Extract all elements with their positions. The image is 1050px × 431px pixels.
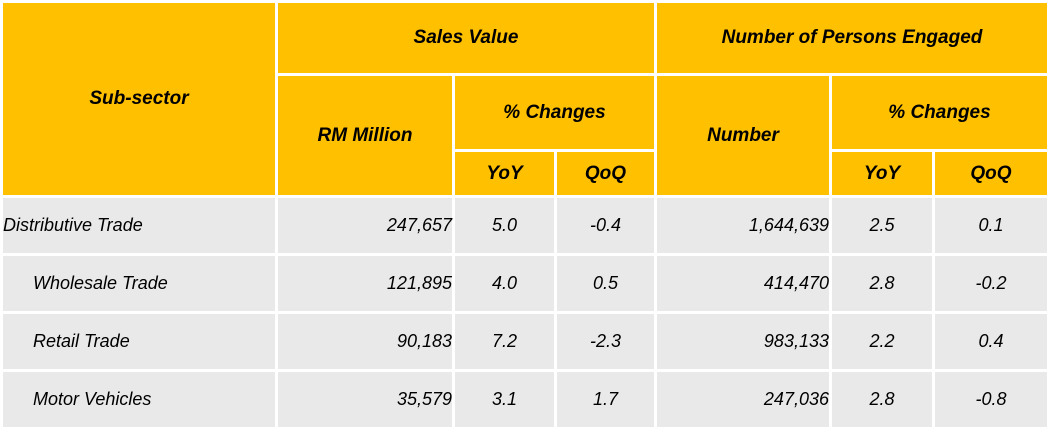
cell-persons-yoy: 2.8	[832, 372, 932, 427]
cell-persons-number: 1,644,639	[657, 198, 829, 253]
cell-sales-rm-million: 35,579	[278, 372, 452, 427]
cell-persons-yoy: 2.8	[832, 256, 932, 311]
row-label: Retail Trade	[3, 314, 275, 369]
col-header-sales-yoy: YoY	[455, 152, 554, 195]
col-header-persons-pct-changes: % Changes	[832, 76, 1047, 149]
cell-sales-rm-million: 90,183	[278, 314, 452, 369]
cell-sales-yoy: 5.0	[455, 198, 554, 253]
col-header-persons-qoq: QoQ	[935, 152, 1047, 195]
cell-persons-number: 414,470	[657, 256, 829, 311]
col-header-persons-yoy: YoY	[832, 152, 932, 195]
cell-persons-yoy: 2.2	[832, 314, 932, 369]
cell-persons-number: 247,036	[657, 372, 829, 427]
cell-sales-rm-million: 121,895	[278, 256, 452, 311]
cell-sales-yoy: 4.0	[455, 256, 554, 311]
cell-persons-qoq: -0.8	[935, 372, 1047, 427]
cell-sales-qoq: -0.4	[557, 198, 654, 253]
cell-sales-qoq: 1.7	[557, 372, 654, 427]
cell-persons-number: 983,133	[657, 314, 829, 369]
row-label: Wholesale Trade	[3, 256, 275, 311]
col-header-rm-million: RM Million	[278, 76, 452, 195]
col-group-header-persons-engaged: Number of Persons Engaged	[657, 3, 1047, 73]
col-group-header-sales-value: Sales Value	[278, 3, 654, 73]
col-header-number: Number	[657, 76, 829, 195]
col-header-sub-sector: Sub-sector	[3, 3, 275, 195]
table-row-distributive-trade: Distributive Trade 247,657 5.0 -0.4 1,64…	[3, 198, 1047, 253]
cell-persons-qoq: 0.4	[935, 314, 1047, 369]
table-row-wholesale-trade: Wholesale Trade 121,895 4.0 0.5 414,470 …	[3, 256, 1047, 311]
table-row-retail-trade: Retail Trade 90,183 7.2 -2.3 983,133 2.2…	[3, 314, 1047, 369]
cell-sales-qoq: 0.5	[557, 256, 654, 311]
cell-sales-yoy: 3.1	[455, 372, 554, 427]
row-label: Distributive Trade	[3, 198, 275, 253]
col-header-sales-pct-changes: % Changes	[455, 76, 654, 149]
cell-sales-yoy: 7.2	[455, 314, 554, 369]
row-label: Motor Vehicles	[3, 372, 275, 427]
table-row-motor-vehicles: Motor Vehicles 35,579 3.1 1.7 247,036 2.…	[3, 372, 1047, 427]
cell-sales-rm-million: 247,657	[278, 198, 452, 253]
cell-persons-qoq: -0.2	[935, 256, 1047, 311]
col-header-sales-qoq: QoQ	[557, 152, 654, 195]
cell-sales-qoq: -2.3	[557, 314, 654, 369]
cell-persons-yoy: 2.5	[832, 198, 932, 253]
cell-persons-qoq: 0.1	[935, 198, 1047, 253]
